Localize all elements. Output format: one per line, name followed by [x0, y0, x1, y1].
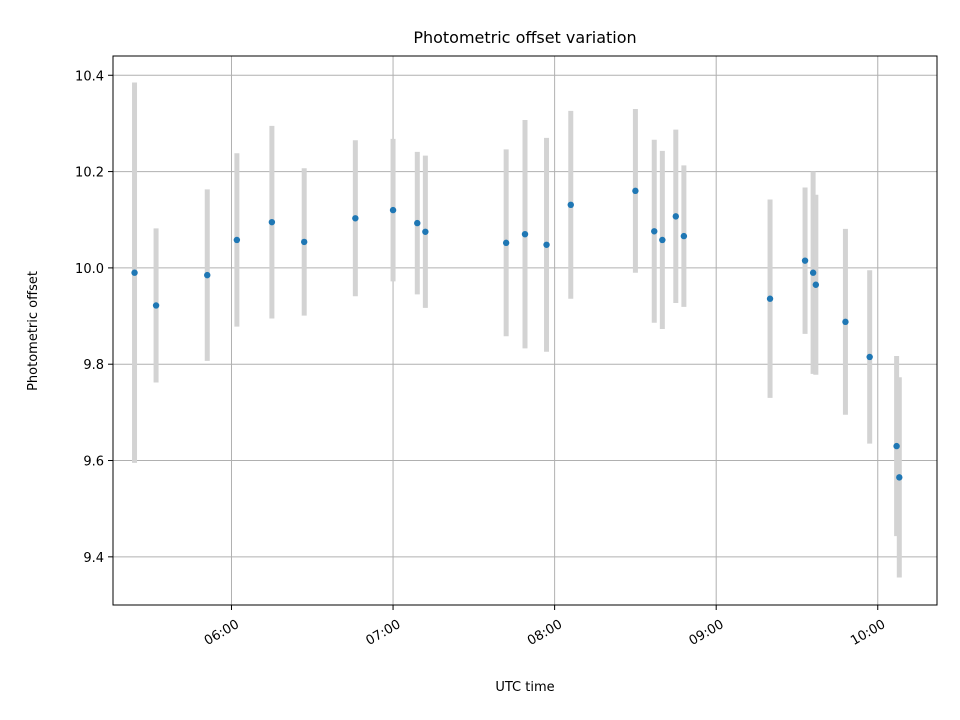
data-point: [801, 257, 809, 264]
data-point: [866, 353, 873, 361]
data-point: [389, 206, 397, 214]
x-tick-label: 08:00: [525, 617, 565, 649]
data-point: [352, 215, 359, 222]
data-point: [422, 228, 429, 235]
data-point: [672, 213, 679, 220]
data-point: [204, 271, 211, 279]
data-point: [300, 238, 308, 246]
data-point: [809, 269, 817, 276]
data-point: [893, 442, 900, 450]
data-point: [659, 236, 666, 244]
data-point: [896, 474, 903, 481]
data-point: [651, 228, 658, 235]
data-point: [766, 295, 774, 302]
y-tick-label: 10.0: [75, 262, 104, 277]
data-point: [567, 201, 574, 209]
data-point: [842, 318, 849, 326]
plot-frame: [112, 55, 938, 606]
data-point: [268, 218, 276, 226]
y-tick-label: 9.8: [83, 358, 104, 373]
y-tick-label: 10.2: [75, 166, 104, 181]
x-tick-label: 06:00: [202, 617, 242, 649]
x-axis-ticks: 06:00 07:00 08:00 09:00 10:00: [202, 605, 888, 649]
y-tick-label: 9.4: [83, 551, 104, 566]
x-axis-label: UTC time: [495, 680, 554, 695]
x-tick-label: 09:00: [687, 617, 727, 649]
y-axis-label: Photometric offset: [26, 271, 41, 391]
data-point: [543, 241, 550, 248]
data-point: [812, 281, 820, 288]
data-point: [521, 230, 529, 238]
y-axis-ticks: 9.4 9.6 9.8 10.0 10.2 10.4: [75, 69, 113, 566]
error-bars: [132, 82, 902, 578]
y-tick-label: 10.4: [75, 69, 104, 84]
chart-title: Photometric offset variation: [413, 28, 636, 47]
data-point: [131, 269, 138, 276]
data-points: [131, 187, 903, 481]
data-point: [233, 236, 241, 244]
x-tick-label: 10:00: [848, 617, 888, 649]
data-point: [502, 239, 510, 247]
x-tick-label: 07:00: [364, 617, 404, 649]
data-point: [414, 219, 421, 227]
data-point: [632, 187, 639, 195]
data-point: [680, 232, 688, 240]
data-point: [152, 302, 160, 309]
y-tick-label: 9.6: [83, 455, 104, 470]
